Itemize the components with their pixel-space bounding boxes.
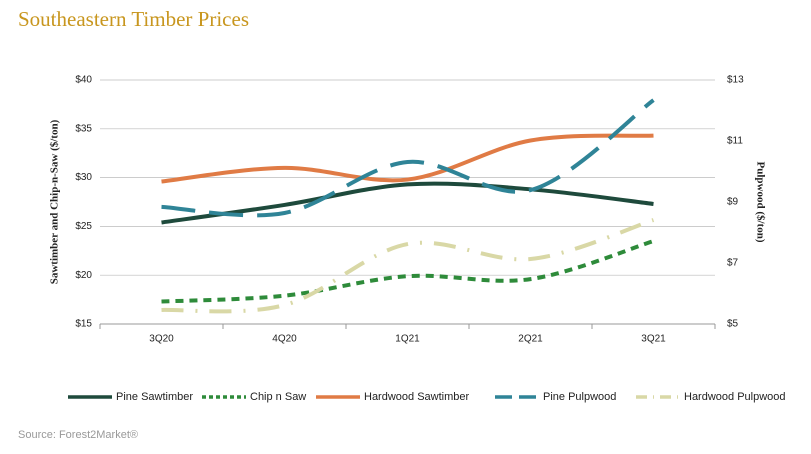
x-tick-label: 2Q21 <box>518 334 543 345</box>
line-series <box>161 239 655 304</box>
line-series <box>161 98 655 218</box>
x-tick-label: 1Q21 <box>395 334 420 345</box>
legend-label: Hardwood Pulpwood <box>684 391 786 403</box>
y-tick-label: $20 <box>75 270 92 281</box>
y-tick-label: $25 <box>75 221 92 232</box>
legend-label: Hardwood Sawtimber <box>364 391 469 403</box>
chart-title: Southeastern Timber Prices <box>18 7 249 31</box>
line-series <box>161 133 654 184</box>
y-tick-label: $35 <box>75 123 92 134</box>
legend-label: Pine Sawtimber <box>116 391 193 403</box>
y-tick-label: $40 <box>75 75 92 86</box>
y-tick-label: $15 <box>75 319 92 330</box>
y2-tick-label: $9 <box>727 197 739 208</box>
legend-label: Pine Pulpwood <box>543 391 616 403</box>
line-series <box>161 181 654 225</box>
legend-label: Chip n Saw <box>250 391 306 403</box>
x-tick-label: 3Q20 <box>149 334 174 345</box>
y-tick-label: $30 <box>75 172 92 183</box>
x-tick-label: 3Q21 <box>641 334 666 345</box>
line-series <box>161 218 655 314</box>
y-axis-title: Sawtimber and Chip-n-Saw ($/ton) <box>49 119 61 284</box>
y2-axis-title: Pulpwood ($/ton) <box>754 162 766 243</box>
x-tick-label: 4Q20 <box>272 334 297 345</box>
y2-tick-label: $13 <box>727 75 744 86</box>
source: Source: Forest2Market® <box>18 429 138 441</box>
y2-tick-label: $11 <box>727 136 743 147</box>
y2-tick-label: $5 <box>727 319 739 330</box>
y2-tick-label: $7 <box>727 258 739 269</box>
